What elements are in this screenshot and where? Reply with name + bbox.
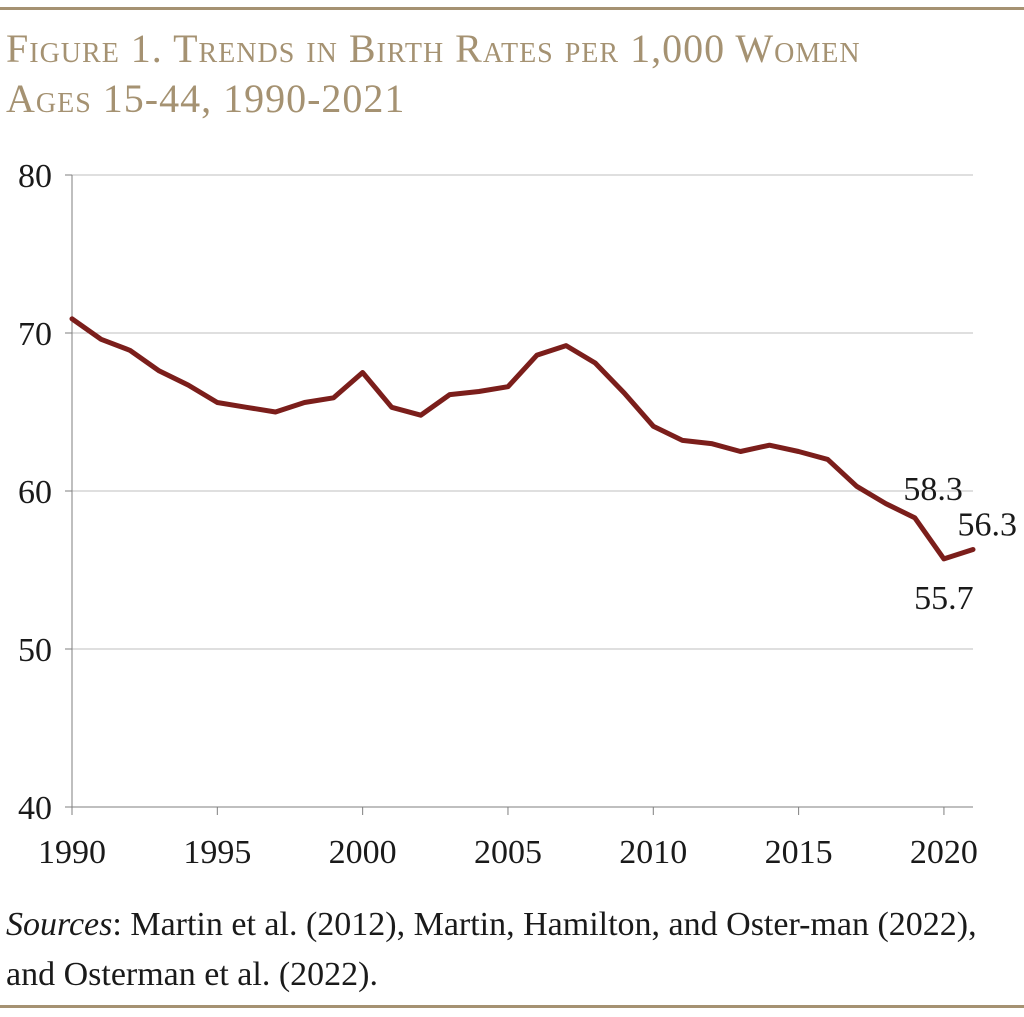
x-tick-label-1995: 1995 (183, 834, 251, 871)
data-label-2020: 55.7 (914, 580, 974, 617)
y-tick-label-70: 70 (18, 316, 52, 353)
sources-label: Sources (6, 906, 113, 943)
y-tick-label-80: 80 (18, 158, 52, 195)
series-line-0 (69, 316, 976, 562)
data-labels: 58.3 55.7 56.3 (903, 471, 1017, 617)
y-tick-label-60: 60 (18, 474, 52, 511)
data-label-2021: 56.3 (958, 506, 1018, 543)
series-group (69, 316, 976, 562)
y-tick-label-40: 40 (18, 790, 52, 827)
chart-title-line-1: Figure 1. Trends in Birth Rates per 1,00… (6, 26, 861, 71)
top-rule (0, 7, 1024, 10)
y-tick-label-50: 50 (18, 632, 52, 669)
sources-text: : Martin et al. (2012), Martin, Hamilton… (6, 906, 977, 993)
x-tick-label-2010: 2010 (619, 834, 687, 871)
x-tick-label-2000: 2000 (329, 834, 397, 871)
x-tick-label-1990: 1990 (38, 834, 106, 871)
chart-title: Figure 1. Trends in Birth Rates per 1,00… (6, 24, 1016, 124)
data-label-2019: 58.3 (903, 471, 963, 508)
x-tick-label-2005: 2005 (474, 834, 542, 871)
sources-note: Sources: Martin et al. (2012), Martin, H… (6, 900, 1016, 1000)
axes (65, 174, 973, 815)
bottom-rule (0, 1005, 1024, 1008)
chart-title-line-2: Ages 15-44, 1990-2021 (6, 76, 406, 121)
y-axis-tick-labels: 40 50 60 70 80 (18, 158, 52, 827)
x-tick-label-2015: 2015 (765, 834, 833, 871)
x-tick-label-2020: 2020 (910, 834, 978, 871)
x-axis-tick-labels: 1990 1995 2000 2005 2010 2015 2020 (38, 834, 978, 871)
gridlines (72, 174, 973, 650)
